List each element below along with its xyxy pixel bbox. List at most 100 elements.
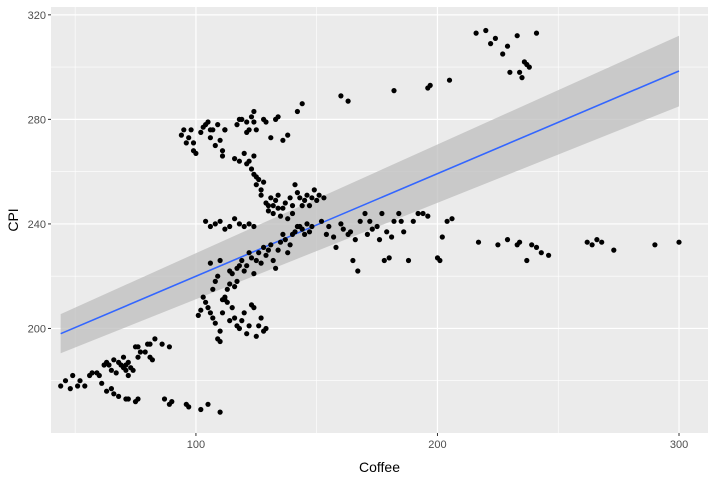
data-point	[277, 239, 284, 245]
data-point	[246, 221, 252, 227]
data-point	[275, 247, 281, 253]
data-point	[229, 305, 235, 311]
data-point	[275, 205, 281, 211]
data-point	[282, 237, 288, 243]
data-point	[217, 218, 223, 224]
data-point	[519, 75, 525, 81]
data-point	[367, 218, 373, 224]
data-point	[147, 341, 153, 347]
data-point	[258, 260, 264, 266]
data-point	[215, 122, 221, 128]
data-point	[427, 82, 433, 88]
trend-line	[60, 70, 680, 335]
data-point	[207, 260, 213, 266]
data-point	[265, 208, 271, 214]
data-point	[181, 127, 187, 133]
data-point	[130, 367, 136, 373]
data-point	[207, 223, 213, 230]
data-point	[239, 257, 245, 264]
data-point	[188, 127, 194, 133]
data-point	[222, 226, 228, 232]
data-point	[159, 341, 165, 347]
data-point	[248, 114, 255, 120]
data-point	[265, 247, 271, 253]
data-point	[355, 268, 361, 274]
data-point	[302, 231, 308, 237]
data-point	[244, 119, 250, 125]
data-point	[219, 310, 226, 316]
data-point	[212, 320, 218, 326]
data-point	[210, 315, 216, 321]
x-tick-label: 300	[670, 439, 688, 451]
data-point	[345, 98, 351, 104]
data-point	[391, 218, 397, 224]
data-point	[186, 135, 192, 141]
y-tick-label: 200	[28, 323, 46, 335]
data-point	[108, 386, 114, 392]
data-point	[116, 393, 122, 399]
data-point	[285, 250, 291, 256]
confidence-band-layer	[60, 35, 680, 354]
data-point	[381, 257, 387, 264]
data-point	[96, 372, 102, 379]
data-point	[183, 140, 189, 146]
data-point	[473, 30, 479, 36]
data-point	[217, 257, 223, 264]
data-point	[275, 192, 281, 198]
data-point	[246, 323, 252, 329]
data-point	[229, 271, 235, 277]
data-point	[376, 237, 383, 243]
data-point	[398, 218, 404, 224]
data-point	[198, 307, 204, 313]
data-point	[420, 210, 426, 217]
data-point	[246, 158, 252, 164]
data-point	[304, 221, 310, 227]
data-point	[529, 242, 535, 248]
data-point	[316, 192, 322, 198]
data-point	[258, 192, 264, 198]
data-point	[219, 153, 226, 159]
data-point	[273, 265, 279, 271]
data-point	[217, 409, 223, 415]
data-point	[241, 310, 247, 316]
data-point	[517, 239, 523, 245]
data-point	[285, 132, 291, 138]
data-point	[369, 226, 375, 232]
data-point	[304, 192, 310, 198]
data-point	[200, 294, 206, 300]
data-point	[125, 359, 131, 365]
data-point	[70, 372, 76, 379]
data-point	[277, 213, 284, 219]
data-point	[108, 367, 114, 373]
data-point	[205, 119, 211, 125]
data-point	[594, 237, 600, 243]
trend-line-layer	[60, 70, 680, 335]
data-point	[321, 195, 327, 201]
data-point	[99, 380, 105, 386]
data-point	[135, 396, 141, 402]
data-point	[113, 370, 119, 376]
data-point	[241, 223, 247, 230]
data-point	[289, 210, 296, 217]
data-point	[270, 257, 276, 264]
data-point	[236, 221, 242, 227]
y-tick-label: 280	[28, 114, 46, 126]
data-point	[244, 263, 250, 269]
data-point	[256, 176, 262, 183]
data-point	[280, 137, 286, 143]
data-point	[234, 122, 240, 128]
data-point	[533, 244, 540, 250]
data-point	[446, 77, 453, 83]
data-point	[350, 257, 356, 264]
data-point	[205, 401, 211, 407]
data-point	[299, 226, 305, 232]
data-point	[306, 229, 313, 235]
data-point	[217, 338, 223, 345]
data-point	[135, 344, 141, 350]
data-point	[488, 41, 494, 47]
data-point	[152, 336, 158, 342]
data-point	[652, 242, 658, 248]
data-point	[253, 333, 259, 339]
data-point	[142, 349, 148, 355]
data-point	[492, 35, 498, 42]
